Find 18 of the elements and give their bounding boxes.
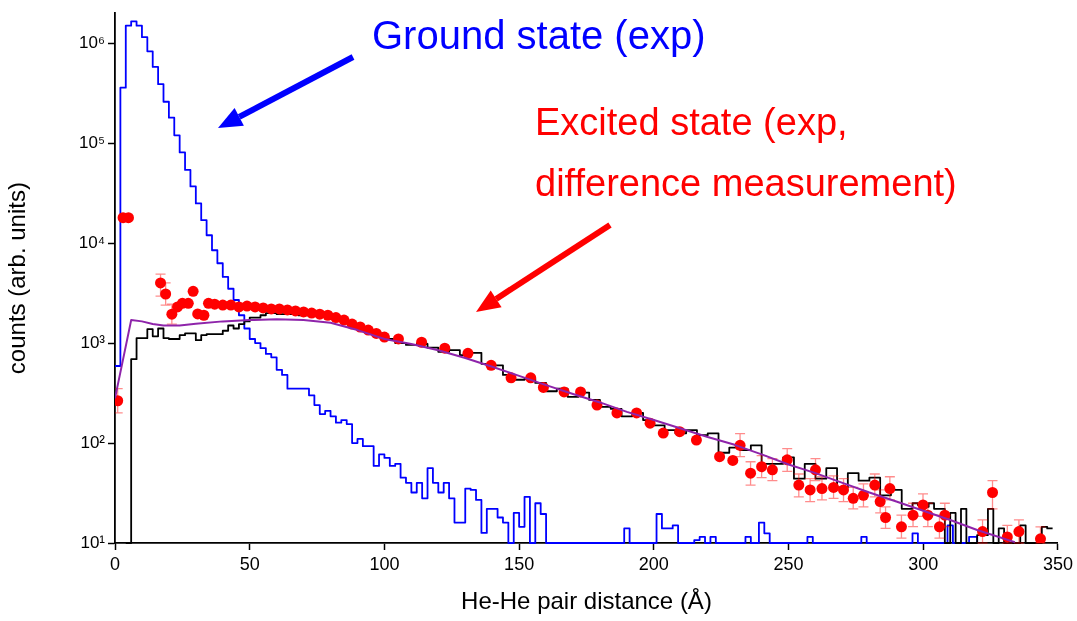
- text: Excited state (exp, difference measurement): [535, 101, 957, 205]
- y-tick-label: 10⁵: [79, 132, 105, 152]
- text: Ground state (exp): [372, 13, 706, 58]
- y-axis-title: counts (arb. units): [3, 182, 31, 375]
- y-tick-label: 10³: [80, 332, 106, 352]
- x-tick-label: 300: [908, 553, 939, 574]
- x-tick-label: 50: [239, 553, 260, 574]
- y-tick-label: 10⁶: [79, 32, 105, 52]
- y-tick-label: 10¹: [80, 532, 106, 552]
- x-tick-label: 0: [109, 553, 121, 574]
- x-tick-label: 200: [638, 553, 669, 574]
- y-tick-label: 10⁴: [78, 232, 105, 252]
- y-tick-label: 10²: [80, 432, 106, 452]
- x-tick-label: 100: [369, 553, 400, 574]
- x-tick-label: 250: [773, 553, 804, 574]
- x-tick-label: 150: [504, 553, 535, 574]
- x-tick-label: 350: [1042, 553, 1074, 574]
- x-axis-title: He-He pair distance (Å): [461, 587, 712, 615]
